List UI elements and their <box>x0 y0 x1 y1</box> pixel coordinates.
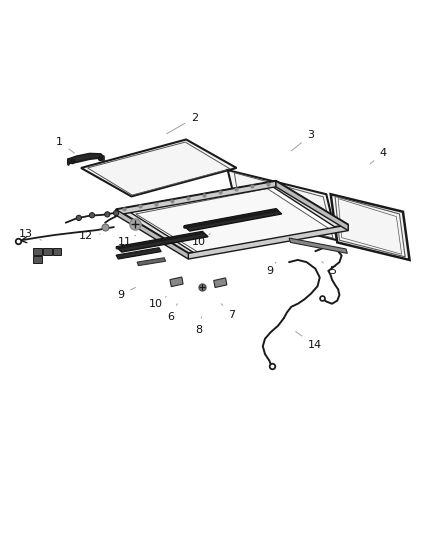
Polygon shape <box>116 248 161 259</box>
Bar <box>43 248 52 255</box>
Polygon shape <box>116 181 348 253</box>
Polygon shape <box>136 189 332 254</box>
Text: 3: 3 <box>291 130 314 151</box>
Polygon shape <box>214 278 227 287</box>
Polygon shape <box>289 238 347 253</box>
Text: 10: 10 <box>192 233 210 247</box>
Text: 7: 7 <box>221 304 236 320</box>
Circle shape <box>76 215 81 221</box>
Polygon shape <box>184 209 282 231</box>
Text: 12: 12 <box>78 231 100 241</box>
Text: 4: 4 <box>370 148 387 164</box>
Text: 11: 11 <box>118 235 136 247</box>
Text: 6: 6 <box>167 304 177 322</box>
Polygon shape <box>188 225 348 259</box>
Polygon shape <box>331 194 410 260</box>
Bar <box>53 248 61 255</box>
Bar <box>33 248 42 255</box>
Polygon shape <box>228 170 337 240</box>
Circle shape <box>89 213 95 218</box>
Text: 8: 8 <box>196 317 203 335</box>
Polygon shape <box>68 154 103 164</box>
Circle shape <box>113 211 119 216</box>
Polygon shape <box>170 277 183 287</box>
Text: 2: 2 <box>167 112 198 134</box>
Polygon shape <box>116 181 276 215</box>
Polygon shape <box>116 231 208 252</box>
Polygon shape <box>276 181 348 231</box>
Text: 9: 9 <box>117 287 135 300</box>
Text: 10: 10 <box>148 296 166 309</box>
Text: 5: 5 <box>322 262 336 276</box>
Polygon shape <box>81 140 237 197</box>
Polygon shape <box>129 185 336 253</box>
Text: 1: 1 <box>56 136 74 153</box>
Bar <box>33 256 42 263</box>
Text: 13: 13 <box>19 229 42 240</box>
Circle shape <box>105 212 110 217</box>
Polygon shape <box>116 209 188 259</box>
Text: 9: 9 <box>266 262 276 276</box>
Text: 14: 14 <box>296 332 322 350</box>
Polygon shape <box>137 258 166 265</box>
